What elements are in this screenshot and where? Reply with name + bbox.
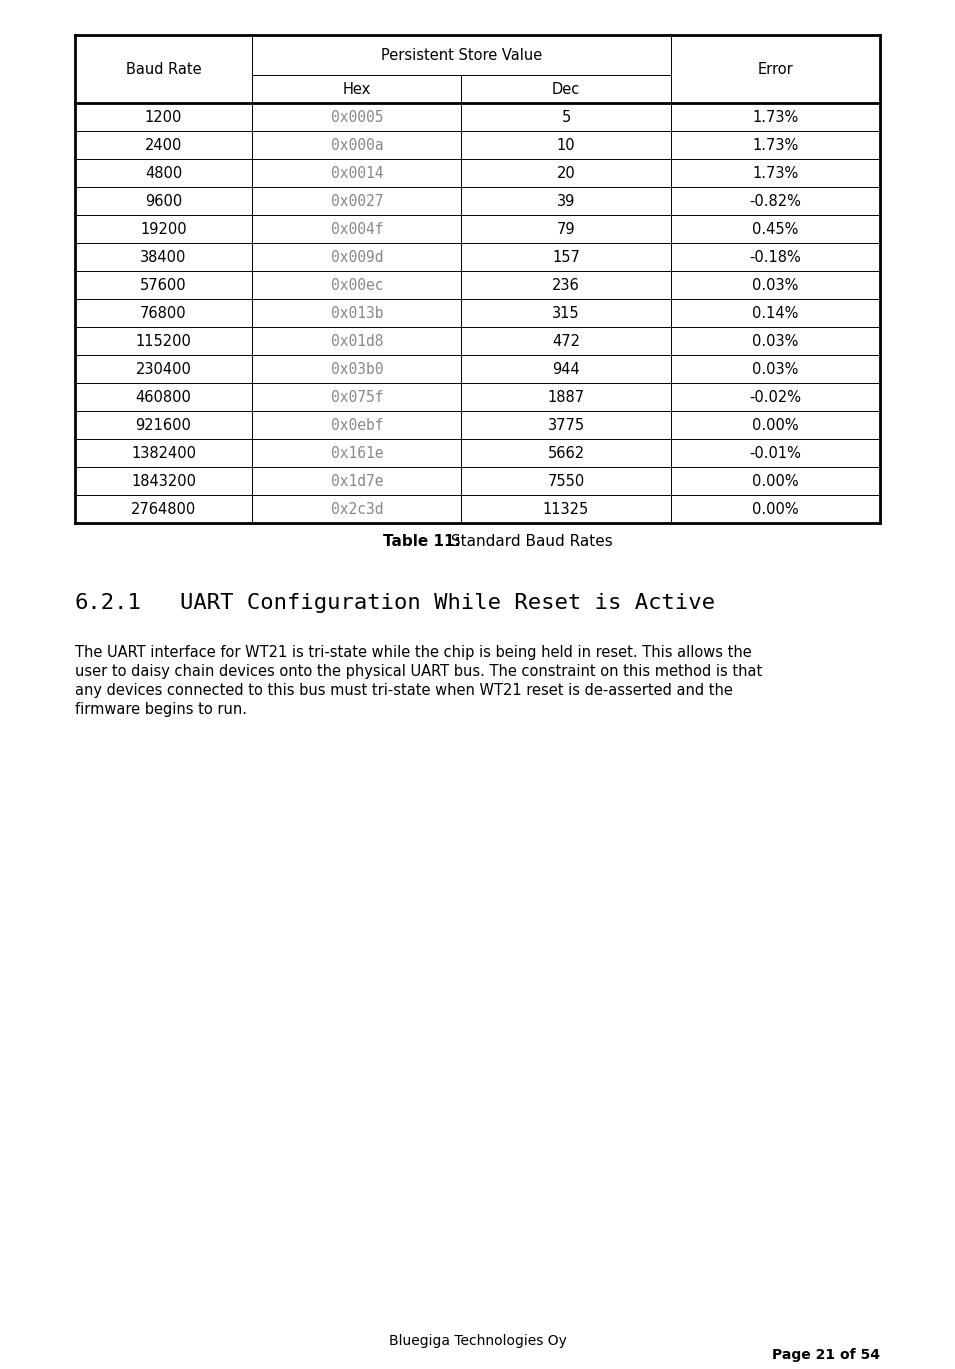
Text: 79: 79 — [557, 222, 575, 237]
Text: 0x161e: 0x161e — [330, 445, 383, 460]
Text: any devices connected to this bus must tri-state when WT21 reset is de-asserted : any devices connected to this bus must t… — [75, 683, 732, 698]
Text: Persistent Store Value: Persistent Store Value — [381, 48, 542, 63]
Text: Error: Error — [757, 62, 794, 77]
Text: 9600: 9600 — [145, 193, 182, 208]
Text: Hex: Hex — [343, 82, 371, 96]
Text: 10: 10 — [557, 137, 575, 152]
Text: 230400: 230400 — [136, 361, 192, 376]
Text: 236: 236 — [552, 278, 580, 293]
Text: 0x013b: 0x013b — [330, 305, 383, 320]
Text: 0x0027: 0x0027 — [330, 193, 383, 208]
Text: 0.00%: 0.00% — [752, 474, 798, 489]
Text: 0x075f: 0x075f — [330, 390, 383, 404]
Text: 1382400: 1382400 — [131, 445, 196, 460]
Text: 157: 157 — [552, 249, 580, 264]
Text: 0.03%: 0.03% — [753, 278, 798, 293]
Text: 4800: 4800 — [145, 166, 182, 181]
Text: 5662: 5662 — [547, 445, 584, 460]
Text: 460800: 460800 — [136, 390, 192, 404]
Text: Baud Rate: Baud Rate — [126, 62, 202, 77]
Text: 3775: 3775 — [547, 418, 584, 433]
Text: 1887: 1887 — [547, 390, 584, 404]
Text: Page 21 of 54: Page 21 of 54 — [772, 1348, 880, 1362]
Text: 7550: 7550 — [547, 474, 584, 489]
Text: 944: 944 — [552, 361, 580, 376]
Text: 0.00%: 0.00% — [752, 418, 798, 433]
Text: 115200: 115200 — [136, 334, 192, 349]
Text: 0.45%: 0.45% — [753, 222, 798, 237]
Text: user to daisy chain devices onto the physical UART bus. The constraint on this m: user to daisy chain devices onto the phy… — [75, 664, 762, 679]
Text: 0x00ec: 0x00ec — [330, 278, 383, 293]
Text: 76800: 76800 — [140, 305, 187, 320]
Text: -0.18%: -0.18% — [750, 249, 801, 264]
Text: 1843200: 1843200 — [131, 474, 196, 489]
Text: 0x1d7e: 0x1d7e — [330, 474, 383, 489]
Text: 1200: 1200 — [145, 110, 182, 125]
Text: 11325: 11325 — [543, 501, 589, 516]
Text: 0.00%: 0.00% — [752, 501, 798, 516]
Text: 472: 472 — [552, 334, 580, 349]
Text: Table 11:: Table 11: — [383, 534, 460, 549]
Text: 0.03%: 0.03% — [753, 334, 798, 349]
Text: 0.03%: 0.03% — [753, 361, 798, 376]
Text: 0x03b0: 0x03b0 — [330, 361, 383, 376]
Text: The UART interface for WT21 is tri-state while the chip is being held in reset. : The UART interface for WT21 is tri-state… — [75, 645, 752, 660]
Text: 19200: 19200 — [140, 222, 187, 237]
Text: 0x0014: 0x0014 — [330, 166, 383, 181]
Text: 2764800: 2764800 — [131, 501, 196, 516]
Text: -0.02%: -0.02% — [750, 390, 801, 404]
Text: 0x0ebf: 0x0ebf — [330, 418, 383, 433]
Text: 6.2.1: 6.2.1 — [75, 593, 142, 613]
Text: Dec: Dec — [552, 82, 581, 96]
Text: -0.01%: -0.01% — [750, 445, 801, 460]
Text: 921600: 921600 — [136, 418, 192, 433]
Text: 0x004f: 0x004f — [330, 222, 383, 237]
Text: 5: 5 — [562, 110, 571, 125]
Text: firmware begins to run.: firmware begins to run. — [75, 702, 247, 717]
Text: 0x2c3d: 0x2c3d — [330, 501, 383, 516]
Text: 0x01d8: 0x01d8 — [330, 334, 383, 349]
Text: 1.73%: 1.73% — [753, 137, 798, 152]
Text: Standard Baud Rates: Standard Baud Rates — [446, 534, 613, 549]
Text: 0x0005: 0x0005 — [330, 110, 383, 125]
Text: 0x000a: 0x000a — [330, 137, 383, 152]
Text: 1.73%: 1.73% — [753, 166, 798, 181]
Text: Bluegiga Technologies Oy: Bluegiga Technologies Oy — [389, 1333, 566, 1348]
Text: 0.14%: 0.14% — [753, 305, 798, 320]
Text: 20: 20 — [557, 166, 576, 181]
Text: -0.82%: -0.82% — [750, 193, 801, 208]
Text: 39: 39 — [557, 193, 575, 208]
Text: 0x009d: 0x009d — [330, 249, 383, 264]
Text: 2400: 2400 — [145, 137, 182, 152]
Text: UART Configuration While Reset is Active: UART Configuration While Reset is Active — [180, 593, 715, 613]
Text: 315: 315 — [552, 305, 580, 320]
Text: 1.73%: 1.73% — [753, 110, 798, 125]
Text: 38400: 38400 — [140, 249, 187, 264]
Text: 57600: 57600 — [140, 278, 187, 293]
